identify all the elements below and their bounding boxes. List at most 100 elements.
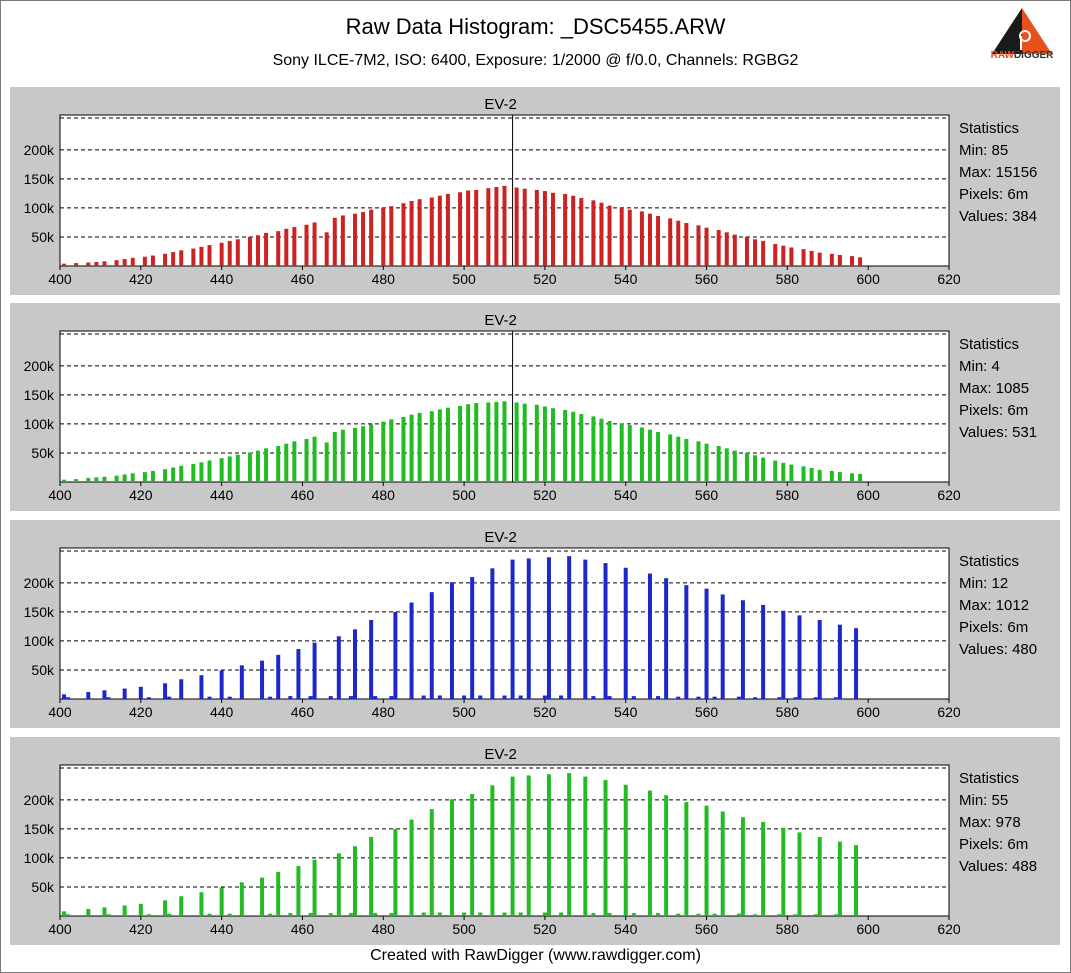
histogram-bar [179, 896, 184, 916]
plot-area [59, 547, 950, 700]
statistics-min: Min: 55 [959, 792, 1009, 809]
histogram-bar [393, 611, 398, 699]
histogram-bar [199, 246, 204, 266]
histogram-bar [526, 558, 531, 699]
x-tick-label: 520 [533, 271, 557, 287]
histogram-bar [102, 476, 107, 482]
x-tick-label: 460 [291, 271, 315, 287]
x-tick-label: 620 [937, 487, 961, 503]
histogram-bar [474, 403, 479, 482]
histogram-bar [647, 573, 652, 699]
histogram-bar [716, 445, 721, 482]
x-tick-label: 400 [48, 487, 72, 503]
x-tick-label: 620 [937, 704, 961, 720]
histogram-bar [458, 405, 463, 482]
histogram-bar [744, 236, 749, 266]
histogram-bar [429, 197, 434, 266]
histogram-bar [809, 250, 814, 266]
statistics-box: Statistics Min: 4 Max: 1085 Pixels: 6m Value… [959, 334, 1037, 444]
histogram-bar [720, 594, 725, 699]
histogram-bar [308, 913, 313, 916]
x-tick-label: 480 [372, 921, 396, 937]
histogram-bar [664, 578, 669, 699]
histogram-bar [381, 207, 386, 266]
histogram-bar [167, 696, 172, 699]
histogram-bar [66, 914, 71, 916]
histogram-bar [474, 189, 479, 266]
histogram-bar [292, 441, 297, 482]
histogram-bar [340, 215, 345, 266]
histogram-bar [829, 253, 834, 266]
histogram-bar [559, 912, 564, 916]
histogram-bar [352, 846, 357, 916]
statistics-min: Min: 12 [959, 575, 1009, 592]
x-tick-label: 520 [533, 487, 557, 503]
histogram-svg-b: 50k 100k 150k 200k 400 420 440 460 480 500 520 540 5… [24, 529, 961, 720]
histogram-bar [854, 845, 859, 916]
x-tick-label: 420 [129, 921, 153, 937]
histogram-bar [591, 696, 596, 699]
histogram-bar [603, 780, 608, 916]
histogram-bar [858, 473, 863, 482]
histogram-bar [130, 257, 135, 266]
histogram-bar [264, 232, 269, 266]
histogram-bar [627, 209, 632, 266]
histogram-bar [534, 404, 539, 482]
histogram-bar [789, 464, 794, 482]
histogram-panel-g2: 50k 100k 150k 200k 400 420 440 460 480 500 520 540 5… [10, 737, 1060, 945]
histogram-bar [502, 401, 507, 482]
histogram-bar [781, 827, 786, 916]
histogram-bar [833, 697, 838, 699]
histogram-bar [639, 211, 644, 266]
histogram-bar [409, 819, 414, 916]
histogram-bar [696, 225, 701, 266]
histogram-bar [647, 429, 652, 482]
statistics-pixels: Pixels: 6m [959, 836, 1029, 853]
histogram-bar [328, 913, 333, 916]
x-tick-label: 460 [291, 921, 315, 937]
histogram-bar [619, 423, 624, 482]
histogram-bar [296, 649, 301, 699]
histogram-bar [550, 192, 555, 266]
histogram-bar [542, 912, 547, 916]
histogram-bar [490, 785, 495, 916]
y-tick-label: 150k [24, 171, 55, 187]
histogram-bar [684, 802, 689, 916]
statistics-values: Values: 480 [959, 641, 1038, 658]
x-tick-label: 560 [695, 487, 719, 503]
histogram-bar [409, 200, 414, 266]
histogram-bar [623, 567, 628, 699]
x-tick-label: 420 [129, 487, 153, 503]
x-tick-label: 420 [129, 704, 153, 720]
histogram-bar [773, 243, 778, 266]
histogram-bar [361, 426, 366, 482]
histogram-bar [534, 189, 539, 266]
histogram-bar [235, 454, 240, 482]
histogram-bar [704, 588, 709, 699]
histogram-bar [332, 432, 337, 482]
histogram-bar [260, 877, 265, 916]
histogram-bar [324, 442, 329, 482]
statistics-pixels: Pixels: 6m [959, 619, 1029, 636]
histogram-bar [817, 469, 822, 482]
histogram-bar [470, 577, 475, 699]
histogram-bar [732, 234, 737, 266]
histogram-bar [247, 236, 252, 266]
histogram-bar [199, 892, 204, 916]
histogram-bar [619, 207, 624, 266]
histogram-bar [696, 696, 701, 699]
histogram-bar [789, 247, 794, 266]
histogram-bar [437, 409, 442, 482]
histogram-bar [704, 805, 709, 916]
statistics-max: Max: 15156 [959, 164, 1038, 181]
histogram-bar [167, 913, 172, 916]
histogram-bar [850, 473, 855, 482]
histogram-bar [284, 228, 289, 266]
y-tick-label: 200k [24, 575, 55, 591]
histogram-bar [199, 675, 204, 699]
histogram-bar [304, 439, 309, 482]
histogram-bar [740, 817, 745, 916]
histogram-bar [797, 615, 802, 699]
y-tick-label: 100k [24, 200, 55, 216]
histogram-bar [276, 231, 281, 266]
